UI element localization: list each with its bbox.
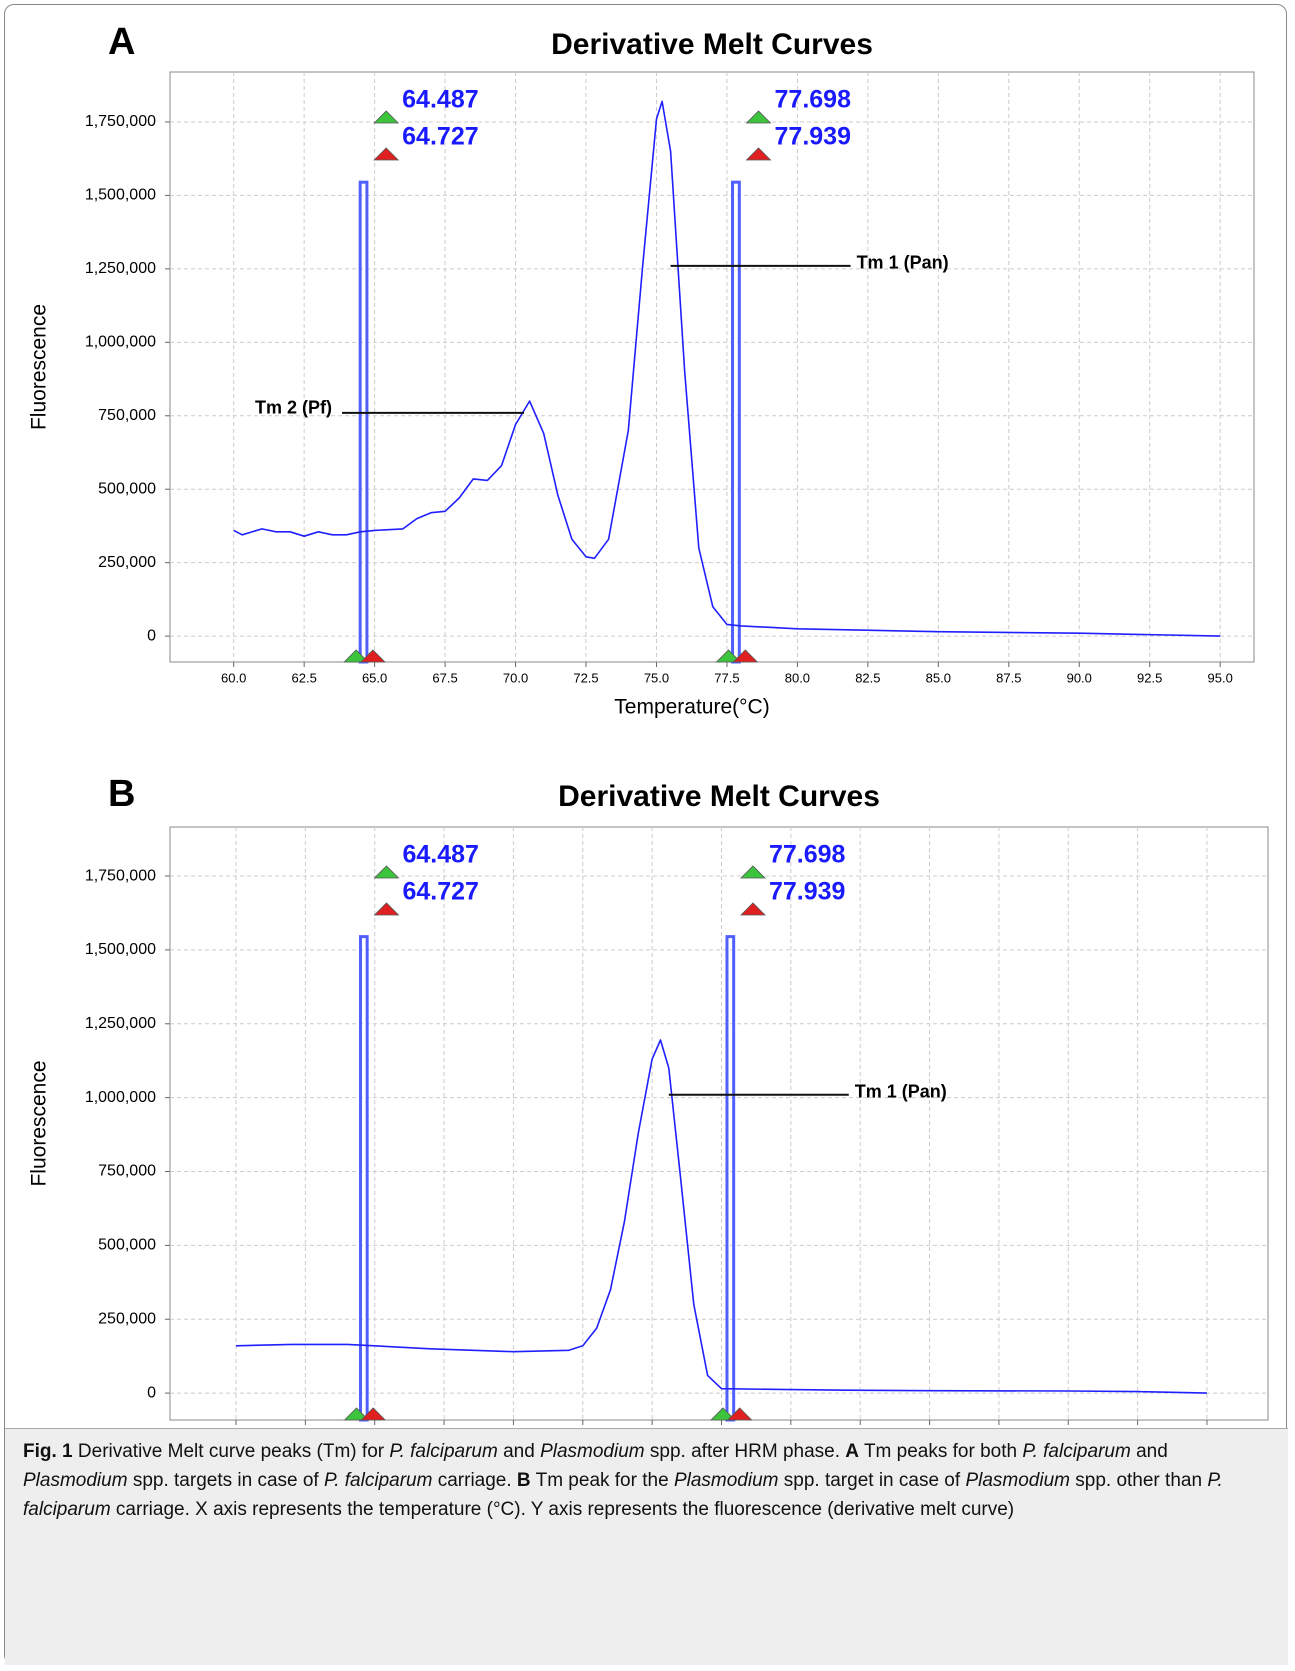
x-tick-label: 62.5 (292, 670, 317, 685)
x-tick-label: 77.5 (714, 670, 739, 685)
caption-text: spp. after HRM phase. (644, 1441, 846, 1462)
marker-triangle (732, 649, 759, 663)
caption-text: Plasmodium (965, 1470, 1070, 1491)
annotation: Tm 1 (Pan) (855, 1081, 947, 1101)
x-tick-label: 65.0 (362, 670, 387, 685)
y-tick-label: 750,000 (98, 1163, 156, 1180)
chart: A Derivative Melt Curves Temperature(°C) Fl… (28, 21, 1269, 1425)
caption-text: Plasmodium (23, 1470, 128, 1491)
region-high-label: 64.727 (402, 878, 478, 906)
marker-triangle (745, 147, 772, 161)
y-tick-label: 250,000 (98, 1310, 156, 1327)
marker-triangle (360, 1407, 387, 1421)
y-tick-label: 1,750,000 (85, 867, 156, 884)
caption-text: Tm peaks for both (859, 1441, 1023, 1462)
region-high-label: 64.727 (402, 123, 478, 151)
y-axis-label: Fluorescence (28, 304, 51, 430)
caption-text: P. falciparum (1022, 1441, 1131, 1462)
chart-title: Derivative Melt Curves (551, 28, 873, 61)
region-low-label: 64.487 (402, 841, 478, 869)
caption: Fig. 1 Derivative Melt curve peaks (Tm) … (5, 1428, 1288, 1665)
y-tick-label: 0 (147, 1384, 156, 1401)
melt-curve (235, 1039, 1208, 1394)
caption-text: carriage. (432, 1470, 517, 1491)
plot-area (169, 826, 1269, 1421)
marker-triangle (373, 902, 400, 916)
caption-text: and (497, 1441, 541, 1462)
marker-triangle (343, 649, 370, 663)
y-tick-label: 500,000 (98, 480, 156, 497)
y-tick-label: 1,500,000 (85, 187, 156, 204)
caption-text: Plasmodium (540, 1441, 645, 1462)
caption-text: P. falciparum (23, 1470, 1223, 1520)
marker-triangle (373, 865, 400, 879)
y-tick-label: 750,000 (98, 407, 156, 424)
y-tick-label: 250,000 (98, 554, 156, 571)
x-tick-label: 82.5 (855, 670, 880, 685)
caption-text: and (1130, 1441, 1168, 1462)
annotation: Tm 2 (Pf) (255, 398, 332, 418)
chart-title: Derivative Melt Curves (558, 780, 880, 813)
x-tick-label: 87.5 (996, 670, 1021, 685)
x-tick-label: 80.0 (785, 670, 810, 685)
region-low-label: 77.698 (769, 841, 846, 869)
x-tick-label: 85.0 (926, 670, 951, 685)
y-tick-label: 1,250,000 (85, 1015, 156, 1032)
annotation: Tm 1 (Pan) (857, 253, 949, 273)
caption-text: P. falciparum (324, 1470, 433, 1491)
panel-label: B (108, 773, 135, 815)
region-low-label: 77.698 (775, 86, 852, 114)
caption-text: Tm peak for the (530, 1470, 674, 1491)
x-tick-label: 67.5 (432, 670, 457, 685)
caption-text: spp. other than (1069, 1470, 1208, 1491)
x-tick-label: 60.0 (221, 670, 246, 685)
marker-triangle (373, 110, 400, 124)
marker-triangle (373, 147, 400, 161)
marker-triangle (740, 865, 766, 879)
y-tick-label: 1,750,000 (85, 113, 156, 130)
y-tick-label: 1,000,000 (85, 334, 156, 351)
x-tick-label: 75.0 (644, 670, 669, 685)
y-tick-label: 1,250,000 (85, 260, 156, 277)
y-tick-label: 500,000 (98, 1237, 156, 1254)
caption-text: Derivative Melt curve peaks (Tm) for (72, 1441, 390, 1462)
y-tick-label: 0 (147, 627, 156, 644)
region-high-label: 77.939 (769, 878, 845, 906)
y-tick-label: 1,000,000 (85, 1089, 156, 1106)
marker-triangle (710, 1407, 736, 1421)
caption-label: Fig. 1 (23, 1441, 73, 1462)
marker-triangle (726, 1407, 753, 1421)
region-low-label: 64.487 (402, 86, 478, 114)
y-axis-label: Fluorescence (28, 1060, 51, 1186)
x-tick-label: 92.5 (1137, 670, 1162, 685)
caption-text: B (516, 1470, 531, 1491)
marker-triangle (343, 1407, 370, 1421)
marker-triangle (745, 110, 772, 124)
x-tick-label: 72.5 (573, 670, 598, 685)
caption-text: spp. targets in case of (127, 1470, 324, 1491)
caption-text: carriage. X axis represents the temperat… (110, 1499, 1015, 1520)
x-tick-label: 90.0 (1067, 670, 1092, 685)
melt-curve (233, 100, 1221, 637)
x-tick-label: 95.0 (1208, 670, 1233, 685)
marker-triangle (359, 649, 386, 663)
caption-text: Plasmodium (673, 1470, 779, 1491)
x-tick-label: 70.0 (503, 670, 528, 685)
plot-area (169, 71, 1255, 663)
caption-text: spp. target in case of (778, 1470, 966, 1491)
y-tick-label: 1,500,000 (85, 941, 156, 958)
caption-text: P. falciparum (389, 1441, 498, 1462)
marker-triangle (740, 902, 766, 916)
x-axis-label: Temperature(°C) (614, 696, 769, 719)
marker-triangle (715, 649, 742, 663)
panel-label: A (108, 21, 135, 63)
caption-text: A (845, 1441, 860, 1462)
region-high-label: 77.939 (775, 123, 851, 151)
